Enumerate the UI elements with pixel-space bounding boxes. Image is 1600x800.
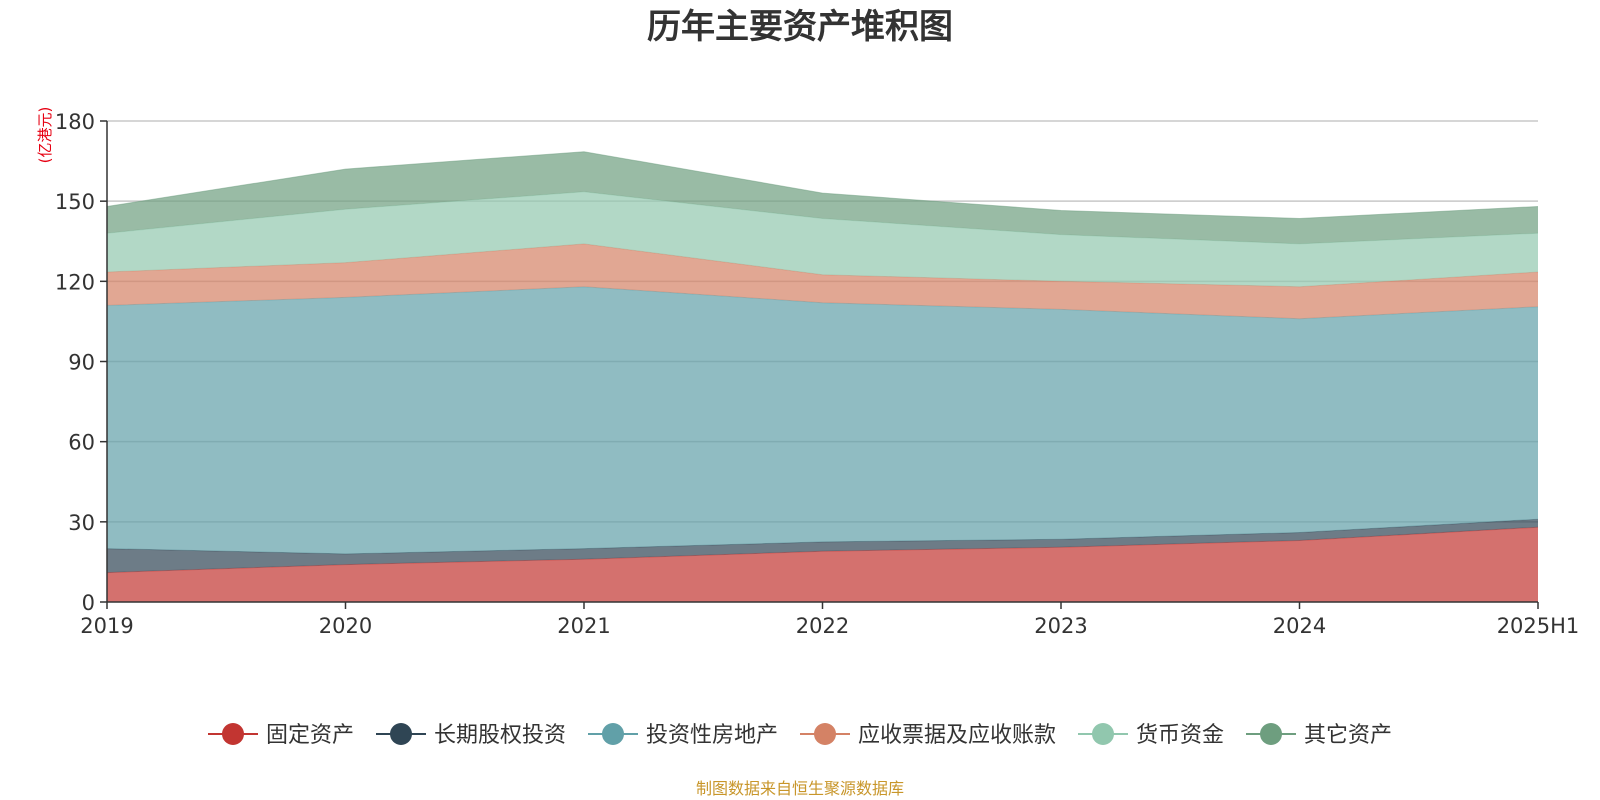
area-series-4: [107, 191, 1538, 287]
legend-item-5[interactable]: 其它资产: [1246, 723, 1392, 748]
y-tick-label-150: 150: [55, 190, 95, 214]
x-tick-label-4: 2023: [1034, 614, 1087, 638]
legend-item-0[interactable]: 固定资产: [208, 723, 354, 748]
legend-dot-1: [390, 723, 412, 745]
y-tick-label-180: 180: [55, 110, 95, 134]
area-series-3: [107, 243, 1538, 319]
legend: 固定资产 长期股权投资 投资性房地产 应收票据及应收账款 货币资金 其它资产: [208, 723, 1392, 748]
y-tick-label-60: 60: [68, 431, 95, 455]
area-series-line-5: [106, 151, 1539, 220]
x-tick-label-3: 2022: [796, 614, 849, 638]
legend-label-1: 长期股权投资: [434, 723, 566, 748]
legend-item-2[interactable]: 投资性房地产: [588, 723, 778, 748]
y-tick-label-30: 30: [68, 511, 95, 535]
legend-item-1[interactable]: 长期股权投资: [376, 723, 566, 748]
legend-dot-0: [222, 723, 244, 745]
x-tick-label-6: 2025H1: [1497, 614, 1580, 638]
y-tick-label-90: 90: [68, 351, 95, 375]
legend-dot-5: [1260, 723, 1282, 745]
x-tick-label-5: 2024: [1273, 614, 1326, 638]
area-series-1: [107, 519, 1538, 573]
area-series-2: [107, 286, 1538, 554]
legend-label-2: 投资性房地产: [646, 723, 778, 748]
legend-item-4[interactable]: 货币资金: [1078, 723, 1224, 748]
y-tick-label-0: 0: [82, 591, 95, 615]
area-series-group: [106, 151, 1539, 602]
area-series-5: [107, 151, 1538, 244]
chart-title: 历年主要资产堆积图: [647, 7, 953, 47]
legend-item-3[interactable]: 应收票据及应收账款: [800, 723, 1056, 748]
x-tick-label-0: 2019: [80, 614, 133, 638]
area-series-0: [107, 527, 1538, 602]
legend-dot-3: [814, 723, 836, 745]
legend-label-3: 应收票据及应收账款: [858, 723, 1056, 748]
legend-dot-4: [1092, 723, 1114, 745]
legend-label-5: 其它资产: [1304, 723, 1392, 748]
x-tick-label-2: 2021: [557, 614, 610, 638]
legend-dot-2: [602, 723, 624, 745]
x-tick-label-1: 2020: [319, 614, 372, 638]
y-tick-label-120: 120: [55, 270, 95, 294]
legend-label-4: 货币资金: [1136, 723, 1224, 748]
y-axis-unit-label: (亿港元): [36, 107, 54, 164]
axes: 0 30 60 90 120 150 180 2019 2020 2021 2022 2023 2024…: [55, 110, 1579, 638]
data-source-note: 制图数据来自恒生聚源数据库: [696, 779, 904, 798]
legend-label-0: 固定资产: [266, 723, 354, 748]
